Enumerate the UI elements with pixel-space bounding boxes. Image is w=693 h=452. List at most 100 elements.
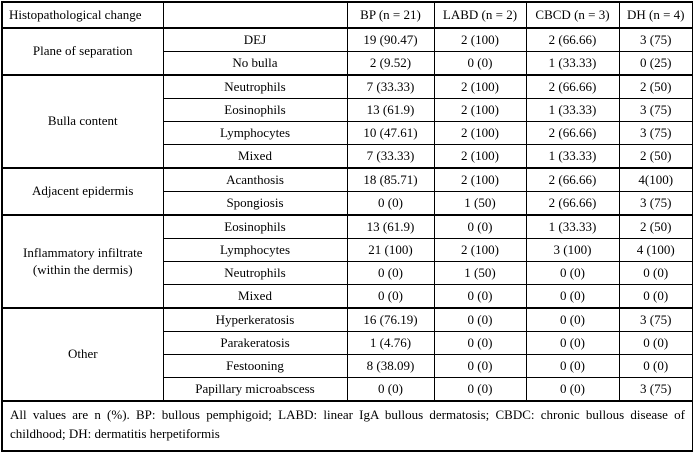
value-cell-bp: 0 (0) (346, 191, 435, 216)
value-cell-labd: 1 (50) (433, 191, 527, 216)
value-cell-dh: 0 (0) (618, 261, 693, 285)
value-cell-dh: 2 (50) (618, 74, 693, 99)
value-cell-bp: 7 (33.33) (346, 74, 435, 99)
table-row: Adjacent epidermis Acanthosis 18 (85.71)… (1, 167, 693, 216)
feature-cell: Festooning (162, 354, 348, 378)
value-cell-labd: 2 (100) (433, 74, 527, 99)
table-row: Other Hyperkeratosis 16 (76.19) 0 (0) 0 … (1, 307, 693, 402)
group-label-adjacent-epidermis: Adjacent epidermis (1, 167, 164, 216)
table-row: Bulla content Neutrophils 7 (33.33) 2 (1… (1, 74, 693, 169)
value-cell-labd: 2 (100) (433, 98, 527, 122)
value-cell-cbcd: 0 (0) (525, 377, 620, 402)
value-cell-cbcd: 3 (100) (525, 238, 620, 262)
value-cell-labd: 0 (0) (433, 354, 527, 378)
value-cell-dh: 2 (50) (618, 144, 693, 169)
value-cell-dh: 3 (75) (618, 377, 693, 402)
value-cell-labd: 0 (0) (433, 377, 527, 402)
value-cell-labd: 2 (100) (433, 167, 527, 192)
value-cell-cbcd: 2 (66.66) (525, 191, 620, 216)
feature-cell: Lymphocytes (162, 238, 348, 262)
feature-cell: Neutrophils (162, 74, 348, 99)
value-cell-cbcd: 2 (66.66) (525, 74, 620, 99)
table-row: Eosinophils 13 (61.9) 2 (100) 1 (33.33) … (2, 98, 693, 122)
value-cell-bp: 18 (85.71) (346, 167, 435, 192)
value-cell-cbcd: 0 (0) (525, 307, 620, 332)
value-cell-bp: 0 (0) (346, 261, 435, 285)
value-cell-cbcd: 2 (66.66) (525, 27, 620, 52)
header-histopathological-change: Histopathological change (1, 1, 164, 29)
value-cell-labd: 2 (100) (433, 144, 527, 169)
value-cell-bp: 2 (9.52) (346, 51, 435, 76)
value-cell-cbcd: 2 (66.66) (525, 121, 620, 145)
value-cell-cbcd: 1 (33.33) (525, 214, 620, 239)
table-row: Neutrophils 0 (0) 1 (50) 0 (0) 0 (0) (2, 261, 693, 285)
value-cell-bp: 1 (4.76) (346, 331, 435, 355)
table-row: Papillary microabscess 0 (0) 0 (0) 0 (0)… (2, 377, 693, 402)
feature-cell: Spongiosis (162, 191, 348, 216)
value-cell-bp: 0 (0) (346, 284, 435, 309)
value-cell-dh: 2 (50) (618, 214, 693, 239)
value-cell-bp: 16 (76.19) (346, 307, 435, 332)
value-cell-labd: 0 (0) (433, 51, 527, 76)
value-cell-cbcd: 1 (33.33) (525, 51, 620, 76)
table-row: Festooning 8 (38.09) 0 (0) 0 (0) 0 (0) (2, 354, 693, 378)
feature-cell: Parakeratosis (162, 331, 348, 355)
value-cell-cbcd: 1 (33.33) (525, 144, 620, 169)
value-cell-dh: 3 (75) (618, 27, 693, 52)
value-cell-labd: 2 (100) (433, 121, 527, 145)
footnote-row: All values are n (%). BP: bullous pemphi… (1, 400, 693, 452)
value-cell-labd: 1 (50) (433, 261, 527, 285)
feature-cell: Acanthosis (162, 167, 348, 192)
value-cell-labd: 0 (0) (433, 284, 527, 309)
feature-cell: Papillary microabscess (162, 377, 348, 402)
value-cell-labd: 0 (0) (433, 331, 527, 355)
feature-cell: Eosinophils (162, 214, 348, 239)
value-cell-bp: 0 (0) (346, 377, 435, 402)
value-cell-cbcd: 2 (66.66) (525, 167, 620, 192)
value-cell-cbcd: 0 (0) (525, 331, 620, 355)
value-cell-dh: 3 (75) (618, 307, 693, 332)
value-cell-dh: 0 (0) (618, 284, 693, 309)
value-cell-bp: 7 (33.33) (346, 144, 435, 169)
table-row: No bulla 2 (9.52) 0 (0) 1 (33.33) 0 (25) (2, 51, 693, 76)
header-cbcd: CBCD (n = 3) (525, 1, 620, 29)
value-cell-dh: 0 (25) (618, 51, 693, 76)
value-cell-bp: 21 (100) (346, 238, 435, 262)
value-cell-cbcd: 0 (0) (525, 354, 620, 378)
value-cell-bp: 13 (61.9) (346, 214, 435, 239)
feature-cell: Eosinophils (162, 98, 348, 122)
value-cell-bp: 10 (47.61) (346, 121, 435, 145)
value-cell-cbcd: 0 (0) (525, 284, 620, 309)
table-row: Spongiosis 0 (0) 1 (50) 2 (66.66) 3 (75) (2, 191, 693, 216)
value-cell-dh: 4 (100) (618, 238, 693, 262)
table-row: Inflammatory infiltrate (within the derm… (1, 214, 693, 309)
table-row: Parakeratosis 1 (4.76) 0 (0) 0 (0) 0 (0) (2, 331, 693, 355)
value-cell-labd: 0 (0) (433, 307, 527, 332)
value-cell-dh: 0 (0) (618, 354, 693, 378)
value-cell-bp: 19 (90.47) (346, 27, 435, 52)
value-cell-cbcd: 0 (0) (525, 261, 620, 285)
value-cell-labd: 2 (100) (433, 238, 527, 262)
table-row: Plane of separation DEJ 19 (90.47) 2 (10… (1, 27, 693, 76)
group-label-other: Other (1, 307, 164, 402)
feature-cell: Mixed (162, 144, 348, 169)
feature-cell: No bulla (162, 51, 348, 76)
table-row: Lymphocytes 10 (47.61) 2 (100) 2 (66.66)… (2, 121, 693, 145)
value-cell-dh: 3 (75) (618, 191, 693, 216)
header-spacer (162, 1, 348, 29)
value-cell-dh: 4(100) (618, 167, 693, 192)
value-cell-labd: 2 (100) (433, 27, 527, 52)
header-row: Histopathological change BP (n = 21) LAB… (1, 1, 693, 29)
feature-cell: Hyperkeratosis (162, 307, 348, 332)
value-cell-bp: 13 (61.9) (346, 98, 435, 122)
value-cell-bp: 8 (38.09) (346, 354, 435, 378)
feature-cell: Lymphocytes (162, 121, 348, 145)
group-label-inflammatory-infiltrate: Inflammatory infiltrate (within the derm… (1, 214, 164, 309)
header-labd: LABD (n = 2) (433, 1, 527, 29)
group-label-plane-of-separation: Plane of separation (1, 27, 164, 76)
header-dh: DH (n = 4) (618, 1, 693, 29)
header-bp: BP (n = 21) (346, 1, 435, 29)
value-cell-labd: 0 (0) (433, 214, 527, 239)
value-cell-dh: 0 (0) (618, 331, 693, 355)
